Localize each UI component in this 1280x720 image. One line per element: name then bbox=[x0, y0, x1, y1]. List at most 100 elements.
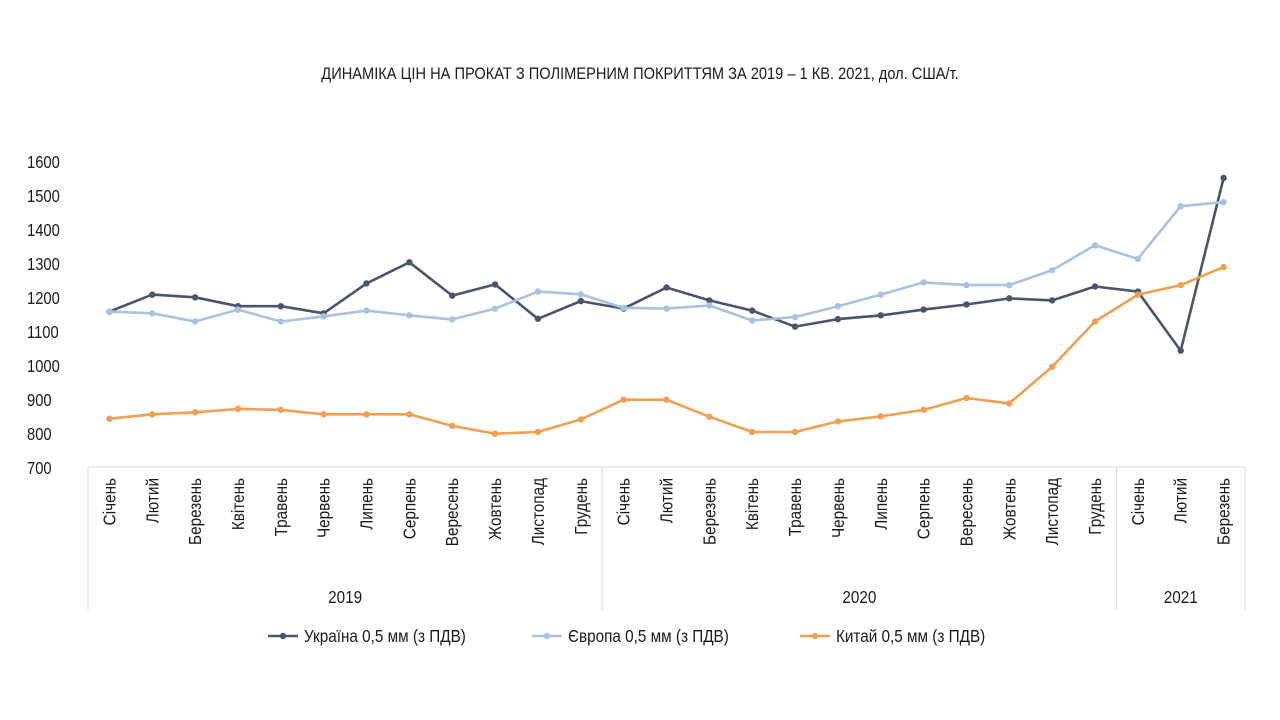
x-tick-label: Лютий bbox=[142, 478, 162, 523]
data-point bbox=[1048, 297, 1056, 304]
y-tick-label: 1000 bbox=[27, 357, 60, 377]
data-point bbox=[834, 302, 842, 310]
x-tick-label: Червень bbox=[314, 478, 334, 538]
data-point bbox=[663, 396, 670, 403]
x-tick-label: Липень bbox=[871, 478, 891, 530]
series-2 bbox=[106, 198, 1227, 325]
data-point bbox=[877, 312, 884, 319]
data-point bbox=[149, 310, 156, 317]
data-point bbox=[277, 302, 285, 310]
series-line bbox=[108, 265, 1225, 436]
series-3 bbox=[106, 263, 1227, 437]
data-point bbox=[491, 305, 499, 312]
data-point bbox=[706, 297, 713, 304]
data-point bbox=[234, 405, 242, 413]
series-1 bbox=[106, 174, 1227, 354]
data-point bbox=[363, 280, 370, 287]
data-point bbox=[920, 406, 927, 414]
data-point bbox=[534, 428, 542, 436]
x-tick-label: Березень bbox=[1213, 478, 1233, 545]
x-tick-label: Лютий bbox=[656, 478, 676, 523]
x-tick-label: Січень bbox=[1128, 478, 1148, 526]
data-point bbox=[1006, 281, 1013, 289]
data-point bbox=[663, 305, 670, 312]
year-label: 2021 bbox=[1164, 587, 1198, 607]
x-tick-label: Травень bbox=[785, 478, 805, 537]
legend-label: Європа 0,5 мм (з ПДВ) bbox=[568, 626, 729, 646]
legend-swatch-marker bbox=[811, 632, 819, 640]
legend-label: Україна 0,5 мм (з ПДВ) bbox=[304, 626, 466, 646]
data-point bbox=[191, 318, 199, 325]
data-point bbox=[191, 409, 199, 416]
data-point bbox=[791, 323, 799, 330]
data-point bbox=[1091, 242, 1099, 249]
data-point bbox=[1220, 198, 1227, 206]
x-tick-label: Травень bbox=[271, 478, 291, 537]
data-point bbox=[277, 406, 285, 414]
data-point bbox=[877, 413, 884, 420]
x-tick-label: Квітень bbox=[228, 478, 248, 530]
legend-swatch-marker bbox=[279, 632, 287, 640]
x-tick-label: Грудень bbox=[571, 478, 591, 535]
data-point bbox=[149, 291, 156, 298]
data-point bbox=[106, 308, 113, 315]
data-point bbox=[577, 416, 584, 423]
data-point bbox=[834, 418, 842, 425]
data-point bbox=[1134, 291, 1142, 298]
data-point bbox=[749, 428, 756, 436]
data-point bbox=[877, 291, 884, 298]
data-point bbox=[449, 292, 456, 299]
data-point bbox=[449, 316, 456, 323]
x-tick-label: Жовтень bbox=[999, 478, 1019, 540]
y-tick-label: 800 bbox=[27, 425, 52, 445]
x-tick-label: Лютий bbox=[1171, 478, 1191, 523]
data-point bbox=[406, 411, 413, 418]
x-tick-label: Жовтень bbox=[485, 478, 505, 540]
series-line bbox=[108, 200, 1225, 323]
x-tick-label: Вересень bbox=[956, 478, 976, 547]
data-point bbox=[1006, 400, 1013, 407]
data-point bbox=[1048, 363, 1056, 370]
y-tick-label: 1200 bbox=[27, 289, 60, 309]
data-point bbox=[491, 430, 499, 437]
data-point bbox=[1177, 281, 1184, 289]
data-point bbox=[620, 304, 627, 312]
x-tick-label: Серпень bbox=[913, 478, 933, 539]
data-point bbox=[1220, 263, 1227, 271]
data-point bbox=[706, 302, 713, 309]
data-point bbox=[1048, 266, 1056, 274]
data-point bbox=[449, 422, 456, 430]
legend-label: Китай 0,5 мм (з ПДВ) bbox=[836, 626, 985, 646]
x-tick-label: Серпень bbox=[399, 478, 419, 539]
data-point bbox=[1091, 283, 1099, 290]
data-point bbox=[706, 413, 713, 420]
data-point bbox=[963, 301, 970, 308]
data-point bbox=[406, 312, 413, 319]
x-tick-label: Липень bbox=[356, 478, 376, 530]
data-point bbox=[963, 281, 970, 289]
data-point bbox=[834, 315, 842, 323]
y-tick-label: 1600 bbox=[27, 153, 60, 173]
data-point bbox=[577, 291, 584, 298]
data-point bbox=[663, 284, 670, 291]
data-point bbox=[620, 396, 627, 403]
year-label: 2020 bbox=[842, 587, 876, 607]
x-tick-label: Листопад bbox=[1042, 478, 1062, 545]
x-tick-label: Січень bbox=[99, 478, 119, 526]
x-tick-label: Січень bbox=[613, 478, 633, 526]
data-point bbox=[791, 313, 799, 321]
data-point bbox=[1091, 318, 1099, 325]
data-point bbox=[491, 281, 499, 288]
data-point bbox=[1177, 203, 1184, 210]
y-tick-label: 1100 bbox=[27, 323, 59, 343]
series-line bbox=[108, 176, 1225, 353]
data-point bbox=[534, 288, 542, 295]
data-point bbox=[191, 294, 199, 301]
y-tick-label: 900 bbox=[27, 391, 52, 411]
data-point bbox=[363, 307, 370, 314]
data-point bbox=[577, 297, 584, 305]
year-label: 2019 bbox=[328, 587, 362, 607]
data-point bbox=[920, 279, 927, 286]
data-point bbox=[1177, 347, 1184, 354]
data-point bbox=[963, 394, 970, 402]
